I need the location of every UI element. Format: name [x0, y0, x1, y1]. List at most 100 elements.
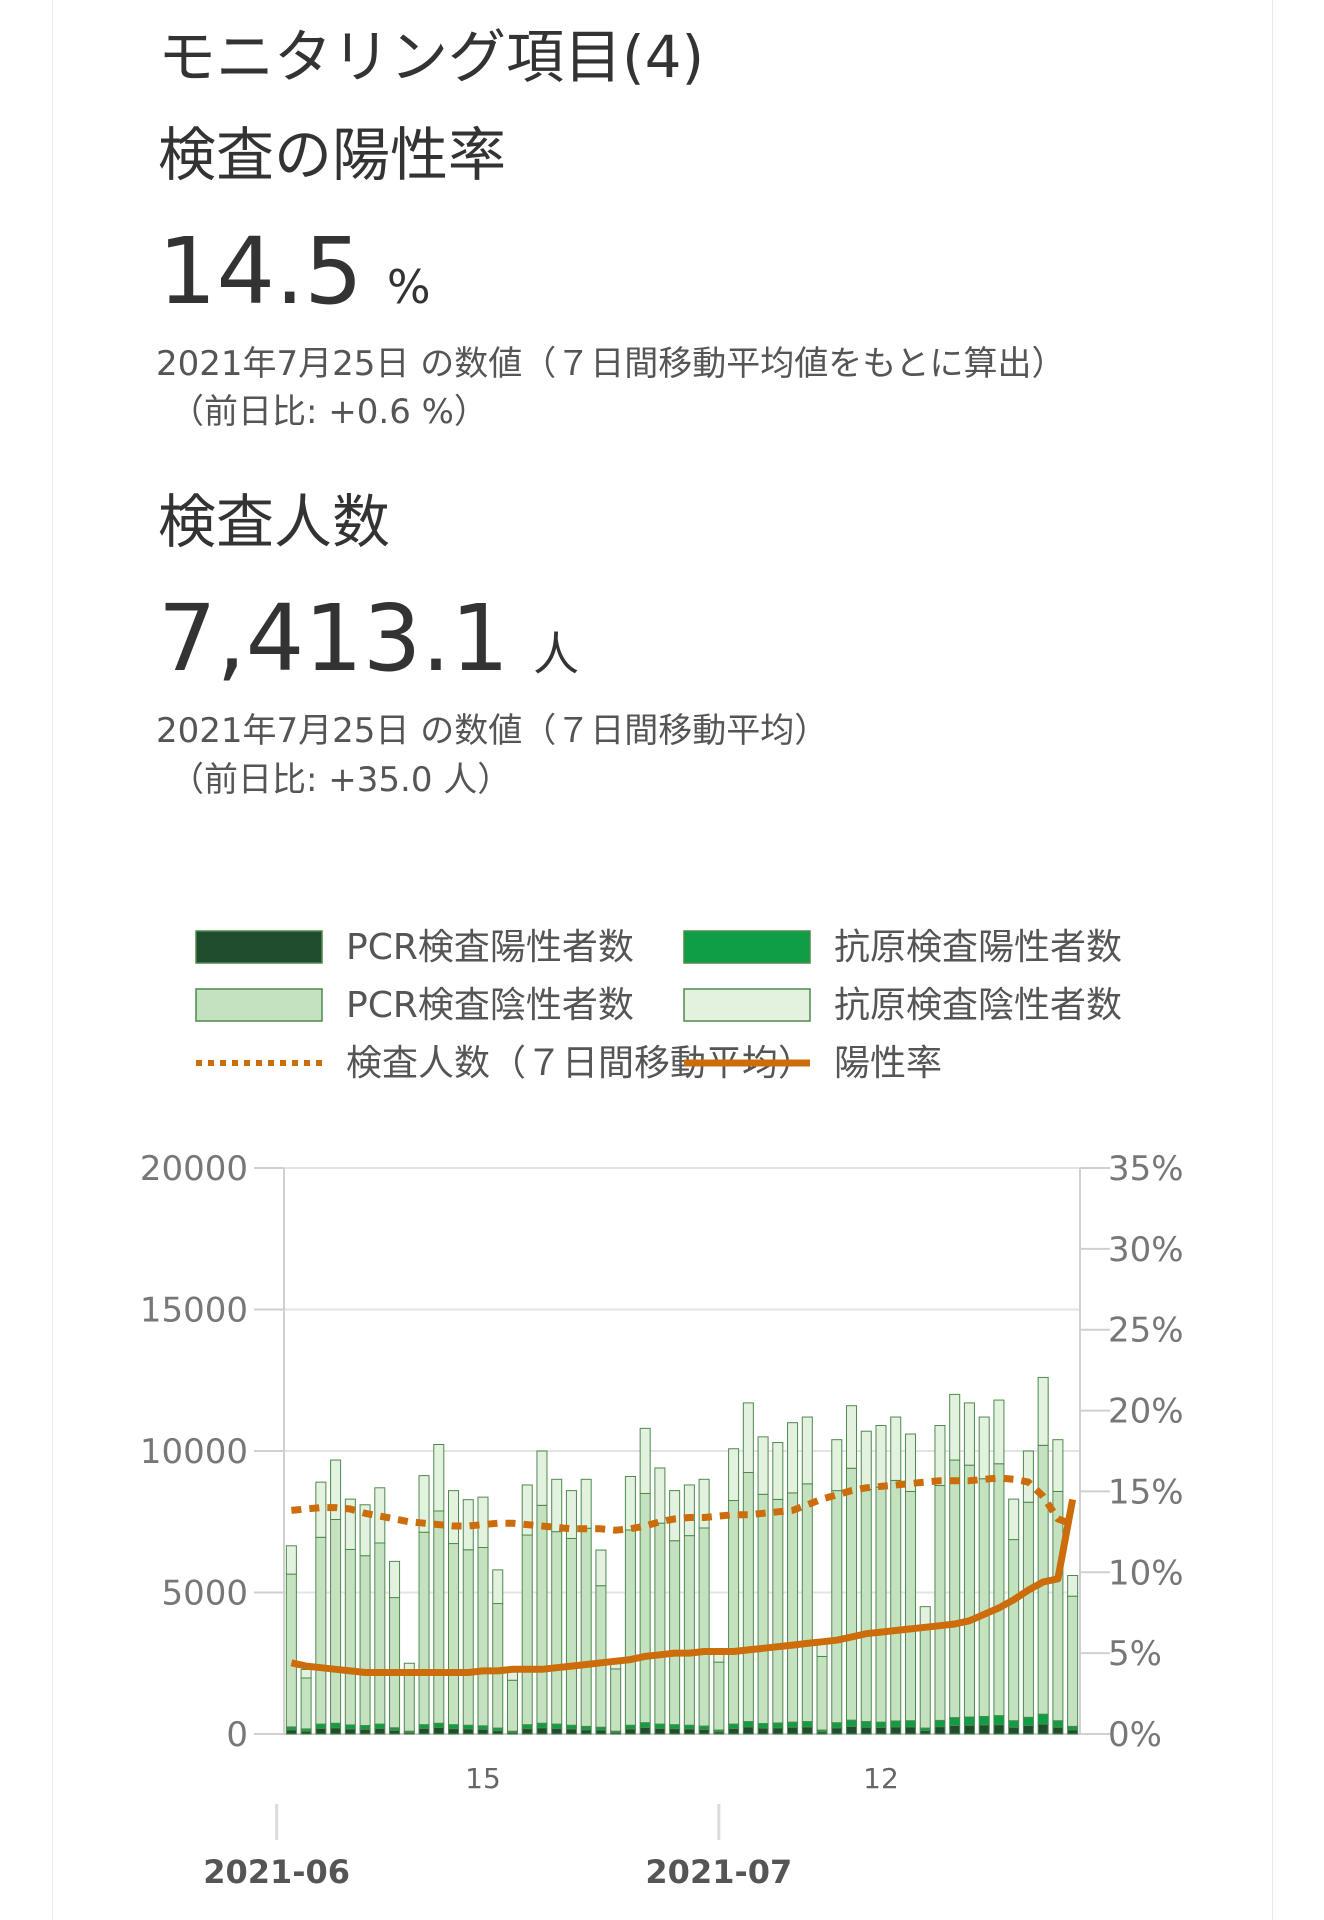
section-title-positivity: 検査の陽性率	[158, 121, 507, 189]
bar-pcr-negative	[934, 1485, 946, 1721]
bar-pcr-negative	[315, 1536, 327, 1725]
bar-pcr-negative	[787, 1492, 799, 1723]
bar-antigen-negative	[1022, 1450, 1034, 1503]
bar-pcr-negative	[639, 1492, 651, 1724]
bar-antigen-positive	[462, 1724, 474, 1730]
bar-pcr-positive	[757, 1727, 769, 1735]
bar-pcr-negative	[772, 1498, 784, 1724]
y-left-tick-label: 20000	[140, 1149, 248, 1189]
bar-pcr-negative	[1008, 1539, 1020, 1722]
bar-pcr-negative	[669, 1540, 681, 1726]
bar-antigen-negative	[551, 1478, 563, 1533]
bar-antigen-negative	[477, 1496, 489, 1549]
bar-antigen-negative	[860, 1430, 872, 1490]
bar-antigen-negative	[565, 1490, 577, 1539]
bar-antigen-negative	[683, 1484, 695, 1537]
bar-antigen-negative	[978, 1416, 990, 1480]
bar-pcr-negative	[831, 1490, 843, 1724]
bar-antigen-negative	[919, 1606, 931, 1627]
y-right-tick-label: 15%	[1108, 1472, 1184, 1512]
bar-antigen-negative	[1037, 1376, 1049, 1446]
bar-pcr-negative	[890, 1479, 902, 1722]
chart-bars	[285, 1376, 1079, 1735]
bar-pcr-positive	[1037, 1723, 1049, 1735]
bar-antigen-negative	[330, 1459, 342, 1520]
bar-antigen-positive	[448, 1724, 460, 1730]
bar-pcr-positive	[521, 1728, 533, 1735]
bar-pcr-positive	[698, 1728, 710, 1735]
bar-antigen-negative	[846, 1405, 858, 1469]
bar-pcr-negative	[344, 1548, 356, 1726]
bar-pcr-negative	[389, 1597, 401, 1729]
bar-pcr-negative	[963, 1464, 975, 1718]
bar-antigen-positive	[875, 1721, 887, 1728]
bar-antigen-positive	[993, 1715, 1005, 1726]
bar-pcr-negative	[521, 1534, 533, 1726]
bar-pcr-positive	[772, 1727, 784, 1735]
bar-antigen-positive	[639, 1722, 651, 1728]
bar-pcr-negative	[949, 1459, 961, 1719]
bar-pcr-negative	[993, 1463, 1005, 1717]
bar-pcr-negative	[595, 1585, 607, 1728]
bar-pcr-negative	[875, 1486, 887, 1723]
legend-label: PCR検査陰性者数	[346, 985, 634, 1026]
bar-antigen-negative	[433, 1443, 445, 1512]
chart-grid	[254, 1167, 1110, 1735]
legend-swatch	[195, 988, 323, 1022]
bar-pcr-negative	[728, 1500, 740, 1725]
bar-pcr-positive	[949, 1725, 961, 1735]
bar-pcr-negative	[477, 1547, 489, 1727]
bar-antigen-positive	[860, 1721, 872, 1728]
bar-pcr-positive	[801, 1726, 813, 1735]
bar-pcr-negative	[359, 1555, 371, 1727]
bar-pcr-positive	[875, 1726, 887, 1735]
bar-antigen-negative	[654, 1467, 666, 1524]
bar-pcr-negative	[403, 1674, 415, 1732]
bar-antigen-positive	[728, 1723, 740, 1729]
bar-pcr-positive	[1022, 1725, 1034, 1735]
positivity-rate-line	[290, 1498, 1077, 1676]
bar-antigen-positive	[787, 1721, 799, 1728]
bar-antigen-positive	[757, 1723, 769, 1729]
tests-unit: 人	[533, 627, 580, 681]
bar-pcr-negative	[536, 1504, 548, 1724]
y-right-tick-label: 0%	[1108, 1715, 1162, 1755]
bar-antigen-positive	[742, 1721, 754, 1728]
bar-pcr-positive	[1067, 1729, 1079, 1735]
bar-pcr-positive	[904, 1726, 916, 1735]
bar-antigen-negative	[344, 1498, 356, 1550]
bar-pcr-negative	[683, 1535, 695, 1726]
bar-antigen-negative	[875, 1425, 887, 1488]
bar-pcr-negative	[816, 1655, 828, 1731]
bar-antigen-negative	[1008, 1498, 1020, 1541]
y-left-tick-label: 10000	[140, 1432, 248, 1472]
bar-antigen-positive	[698, 1725, 710, 1730]
bar-pcr-positive	[639, 1726, 651, 1735]
y-left-tick-label: 0	[226, 1715, 248, 1755]
bar-antigen-negative	[949, 1393, 961, 1461]
bar-pcr-negative	[462, 1549, 474, 1726]
bar-pcr-negative	[801, 1483, 813, 1723]
bar-antigen-negative	[728, 1448, 740, 1502]
bar-pcr-positive	[477, 1728, 489, 1735]
bar-pcr-positive	[551, 1727, 563, 1735]
bar-pcr-positive	[285, 1729, 297, 1735]
bar-antigen-positive	[669, 1724, 681, 1730]
x-tick-label: 15	[465, 1762, 501, 1795]
tests-note: 2021年7月25日 の数値（７日間移動平均）	[156, 711, 829, 751]
bar-pcr-positive	[1008, 1726, 1020, 1735]
bar-antigen-positive	[624, 1724, 636, 1730]
bar-antigen-positive	[949, 1717, 961, 1727]
page-border-right	[1272, 0, 1273, 1920]
page-border-left	[52, 0, 53, 1920]
bar-antigen-positive	[654, 1723, 666, 1729]
bar-antigen-negative	[492, 1569, 504, 1605]
bar-antigen-negative	[1052, 1439, 1064, 1492]
bar-pcr-positive	[831, 1727, 843, 1735]
bar-antigen-negative	[831, 1439, 843, 1492]
y-left-tick-label: 5000	[161, 1574, 248, 1614]
bar-antigen-positive	[978, 1715, 990, 1726]
bar-antigen-positive	[433, 1722, 445, 1728]
bar-antigen-positive	[1022, 1716, 1034, 1727]
